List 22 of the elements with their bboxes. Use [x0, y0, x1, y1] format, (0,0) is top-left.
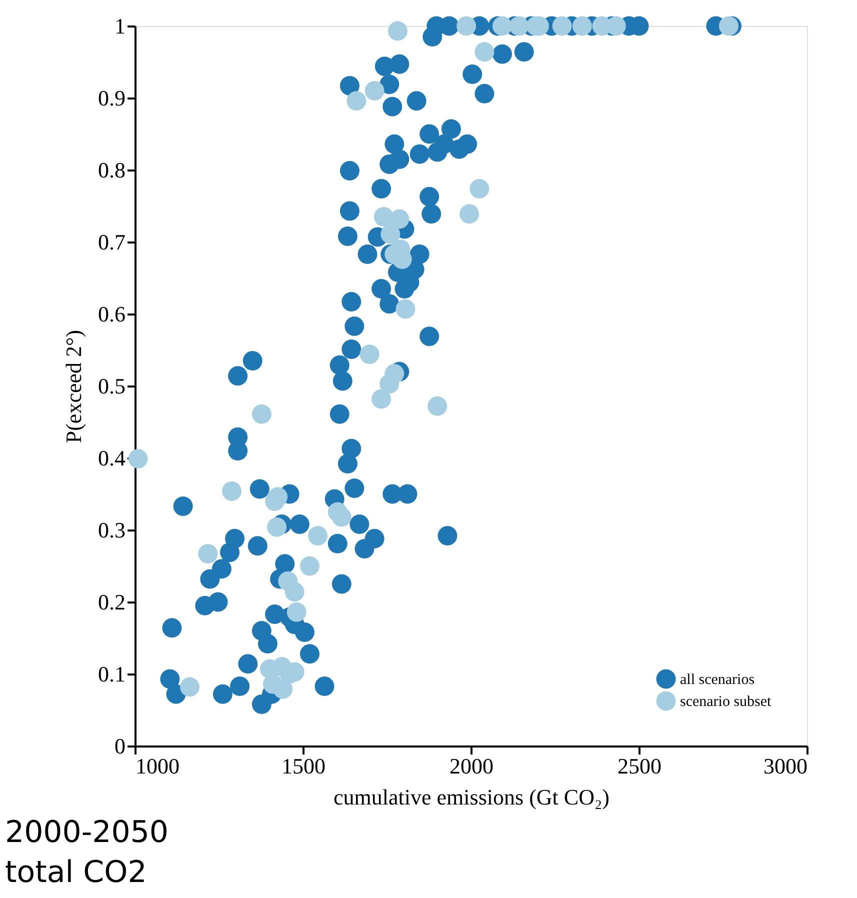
y-tick-label: 0.4 [98, 446, 126, 470]
y-tick-label: 0.3 [98, 518, 126, 542]
y-tick-label: 0.2 [98, 590, 126, 614]
y-tick-label: 0 [114, 734, 126, 758]
legend-label: all scenarios [680, 672, 755, 688]
x-tick-label: 2500 [618, 754, 662, 778]
legend-label: scenario subset [680, 694, 772, 710]
x-tick-label: 3000 [764, 754, 808, 778]
x-tick-label: 1000 [136, 754, 180, 778]
y-tick-label: 0.5 [98, 374, 126, 398]
text: 2000-2050 [5, 815, 169, 850]
x-axis-title: cumulative emissions (Gt CO₂) [334, 784, 610, 810]
y-tick-label: 1 [114, 14, 126, 38]
y-tick-label: 0.8 [98, 158, 126, 182]
y-tick-label: 0.9 [98, 86, 126, 110]
x-tick-label: 2000 [450, 754, 494, 778]
text: total CO2 [5, 855, 147, 890]
y-tick-label: 0.7 [98, 230, 126, 254]
x-tick-label: 1500 [282, 754, 326, 778]
y-tick-label: 0.1 [98, 662, 126, 686]
y-tick-label: 0.6 [98, 302, 126, 326]
y-axis-title: P(exceed 2°) [61, 330, 86, 444]
